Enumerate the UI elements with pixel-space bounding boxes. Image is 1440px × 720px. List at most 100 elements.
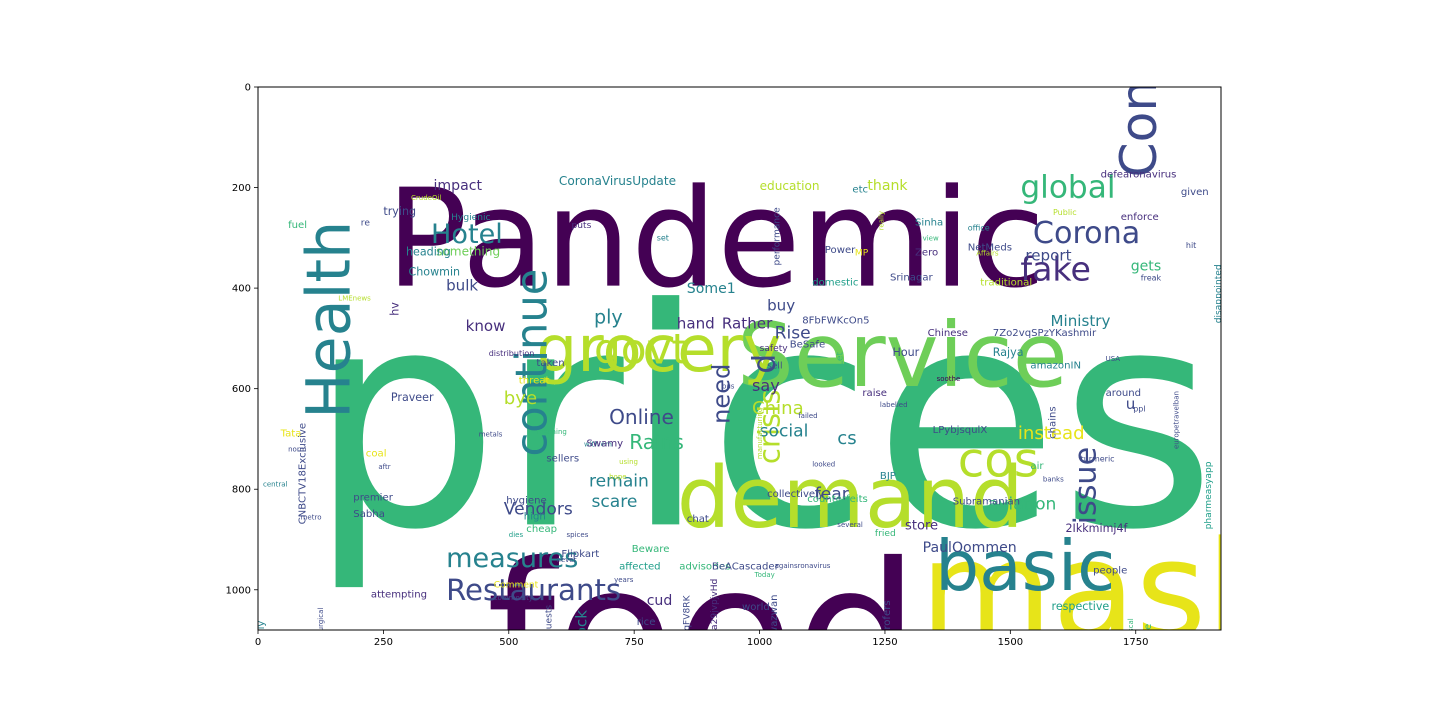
word: mask xyxy=(920,513,1285,671)
word: premier xyxy=(353,492,393,503)
word: years xyxy=(614,576,634,584)
word: enforce xyxy=(1121,212,1159,223)
word: bulk xyxy=(446,277,478,295)
word: affected xyxy=(619,562,660,573)
y-tick-label: 400 xyxy=(232,284,251,295)
word: Rather xyxy=(722,314,773,332)
word: taken xyxy=(536,358,564,369)
word: etc xyxy=(852,185,868,196)
word: chains xyxy=(1048,406,1059,439)
word: counterfeits xyxy=(807,494,868,505)
word: MP xyxy=(855,248,869,258)
word: Subramanian xyxy=(953,496,1020,507)
word: soothe xyxy=(937,375,961,383)
word: Hotel xyxy=(431,219,503,250)
word: Chowmin xyxy=(409,266,461,279)
word: Grofers xyxy=(882,600,893,637)
word: aviation xyxy=(988,494,1057,514)
word: CNBCTV18Exclusive xyxy=(298,423,309,524)
word: banks xyxy=(1043,476,1064,484)
word: Sinha xyxy=(915,217,943,228)
word: ppl xyxy=(1133,404,1145,413)
word: hand xyxy=(677,314,715,332)
word: performance xyxy=(773,207,783,266)
word: looked xyxy=(812,461,835,469)
word: a29jvpjvHd xyxy=(710,579,720,630)
x-axis: 0 250 500 750 1000 1250 1500 1750 xyxy=(255,630,1148,648)
x-tick-label: 1500 xyxy=(998,637,1023,648)
word: central xyxy=(263,481,288,489)
word: surgical xyxy=(317,608,325,635)
word: spices xyxy=(567,531,589,539)
y-tick-label: 800 xyxy=(232,485,251,496)
word: know xyxy=(466,317,506,335)
word: fake xyxy=(1020,250,1090,289)
word: reaching xyxy=(536,428,566,436)
word: CrudeOil xyxy=(411,194,441,202)
word: set xyxy=(657,233,669,242)
word: norm xyxy=(288,446,306,454)
word: grocery xyxy=(536,312,781,387)
word: Public xyxy=(1053,208,1077,217)
word: traditional xyxy=(980,278,1032,289)
word: need xyxy=(708,364,736,424)
word: coal xyxy=(366,449,387,460)
word: air xyxy=(1030,461,1044,472)
word: disappointed xyxy=(1214,264,1224,323)
word: Tata xyxy=(280,428,302,439)
word: basic xyxy=(935,527,1115,607)
word: gets xyxy=(1131,259,1162,275)
word: Sabha xyxy=(353,509,385,520)
word: Zero xyxy=(915,247,938,258)
y-tick-label: 1000 xyxy=(226,585,251,596)
word: chat xyxy=(687,514,709,525)
x-tick-label: 1250 xyxy=(872,637,897,648)
word: Health xyxy=(294,221,364,419)
word: Hygienic xyxy=(451,213,490,223)
word: fried xyxy=(875,529,896,539)
word: re xyxy=(361,218,371,228)
word: domestic xyxy=(812,278,858,289)
word: cs xyxy=(837,428,856,449)
word: manufacturing xyxy=(756,408,764,459)
word: global xyxy=(1020,170,1115,206)
word: fuel xyxy=(288,220,307,231)
word: dies xyxy=(509,531,524,539)
word: food xyxy=(486,522,919,720)
word: Hour xyxy=(893,346,920,359)
word: measures xyxy=(446,543,578,574)
word: Chinese xyxy=(928,328,968,339)
word: BJP xyxy=(880,471,896,482)
word: Let xyxy=(835,351,845,366)
word: d xyxy=(747,354,783,374)
word: social xyxy=(760,421,809,441)
y-axis: 0 200 400 600 800 1000 xyxy=(226,83,258,596)
word: europetravelban xyxy=(1172,391,1180,449)
word: govt xyxy=(594,325,688,374)
word: people xyxy=(1093,566,1127,577)
word: view xyxy=(923,234,939,242)
word: Rains xyxy=(629,430,684,454)
word: cheap xyxy=(526,524,557,535)
word: Comment xyxy=(494,580,539,590)
word: high xyxy=(524,511,546,522)
word: KH6qqFV8RK xyxy=(682,594,692,655)
word: Vendors xyxy=(504,499,573,519)
word: issue xyxy=(1069,447,1104,525)
word: aftr xyxy=(378,463,390,471)
word: Affairs xyxy=(976,249,999,257)
word: raise xyxy=(862,388,887,399)
y-tick-label: 200 xyxy=(232,183,251,194)
word: hygiene xyxy=(506,495,546,506)
word: hit xyxy=(1186,241,1196,250)
word: LPybjsqulX xyxy=(933,425,988,436)
word: BeACascader xyxy=(712,562,780,573)
word: given xyxy=(1181,187,1209,198)
word: Srinagar xyxy=(890,273,934,284)
word: puts xyxy=(572,221,592,231)
word: sell xyxy=(767,362,782,372)
word: againsronavirus xyxy=(775,562,831,570)
word: threat xyxy=(519,376,550,387)
